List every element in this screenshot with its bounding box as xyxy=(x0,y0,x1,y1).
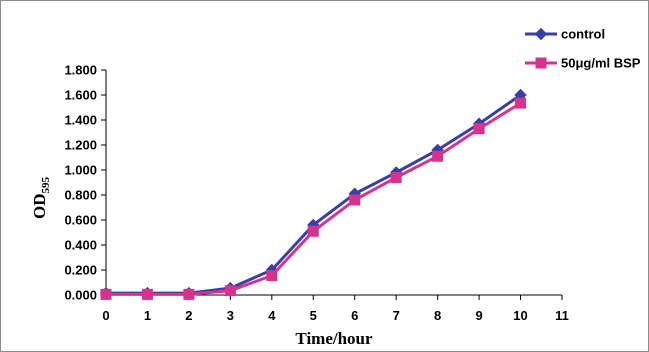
series-1 xyxy=(99,88,527,300)
x-axis-title: Time/hour xyxy=(295,329,373,348)
legend-label: control xyxy=(561,27,605,42)
x-tick-label: 4 xyxy=(268,308,276,323)
legend-item: 50μg/ml BSP xyxy=(525,56,641,71)
data-point xyxy=(432,150,444,162)
x-tick-label: 3 xyxy=(227,308,234,323)
x-tick-label: 5 xyxy=(310,308,317,323)
data-point xyxy=(100,288,112,300)
y-axis-title-subscript: 595 xyxy=(40,177,52,194)
series-layer xyxy=(99,88,527,300)
data-point xyxy=(183,288,195,300)
x-tick-label: 9 xyxy=(475,308,482,323)
data-point xyxy=(307,225,319,237)
x-tick-label: 0 xyxy=(102,308,109,323)
data-point xyxy=(266,270,278,282)
y-tick-label: 0.200 xyxy=(64,263,97,278)
x-tick-label: 6 xyxy=(351,308,358,323)
x-tick-label: 10 xyxy=(513,308,527,323)
data-point xyxy=(349,194,361,206)
y-axis-title-main: OD xyxy=(30,194,49,220)
x-ticks: 0 1 2 3 4 5 6 7 8 9 10 11 xyxy=(102,295,569,323)
legend-item: control xyxy=(525,27,605,42)
data-point xyxy=(473,123,485,135)
y-ticks: 0.000 0.200 0.400 0.600 0.800 1.000 1.200 1.400… xyxy=(64,63,106,303)
data-point xyxy=(390,172,402,183)
y-tick-label: 1.800 xyxy=(64,63,97,78)
y-tick-label: 0.400 xyxy=(64,238,97,253)
x-tick-label: 11 xyxy=(555,308,569,323)
y-tick-label: 1.400 xyxy=(64,113,97,128)
y-tick-label: 1.200 xyxy=(64,138,97,153)
y-tick-label: 1.600 xyxy=(64,88,97,103)
y-tick-label: 1.000 xyxy=(64,163,97,178)
x-tick-label: 2 xyxy=(185,308,192,323)
axes xyxy=(105,70,562,296)
y-axis-title: OD595 xyxy=(30,177,52,220)
data-point xyxy=(141,288,153,300)
data-point xyxy=(224,285,236,297)
legend-label: 50μg/ml BSP xyxy=(561,56,641,71)
x-tick-label: 1 xyxy=(144,308,151,323)
y-tick-label: 0.800 xyxy=(64,188,97,203)
series-line xyxy=(106,101,522,296)
series-line xyxy=(106,93,522,295)
legend: control 50μg/ml BSP xyxy=(525,27,641,71)
legend-swatch-marker xyxy=(535,57,547,69)
y-tick-label: 0.000 xyxy=(64,288,97,303)
legend-swatch-marker xyxy=(534,27,548,41)
y-tick-label: 0.600 xyxy=(64,213,97,228)
x-tick-label: 8 xyxy=(434,308,441,323)
series-2 xyxy=(100,97,527,300)
x-tick-label: 7 xyxy=(393,308,400,323)
data-point xyxy=(515,97,527,109)
